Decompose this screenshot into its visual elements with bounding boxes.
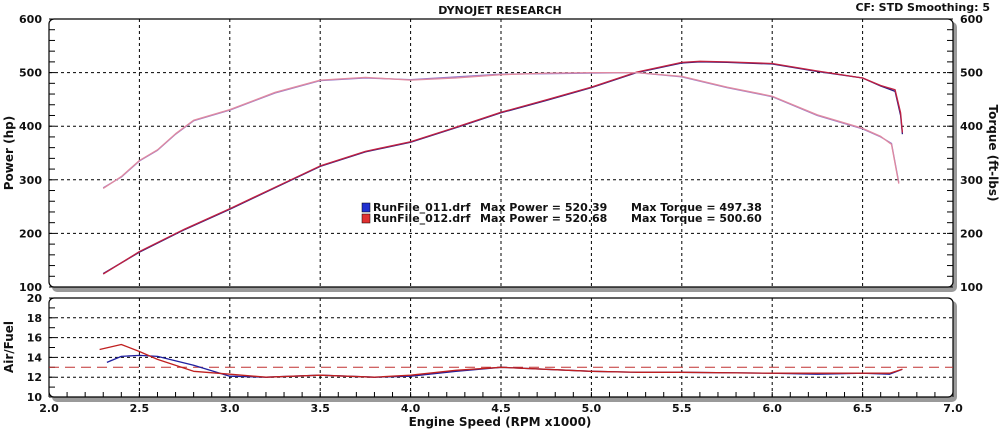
legend-power-0: Max Power = 520.39	[480, 201, 607, 214]
y2-tick-label: 500	[960, 67, 983, 80]
x-tick-label: 3.0	[220, 402, 240, 415]
y-tick-label: 100	[19, 281, 42, 294]
series-line-0-1	[102, 60, 904, 275]
x-tick-label: 2.5	[130, 402, 150, 415]
legend-swatch-0	[361, 202, 371, 213]
legend-torque-1: Max Torque = 500.60	[631, 212, 762, 225]
y-tick-label: 18	[27, 312, 42, 325]
y-tick-label: 200	[19, 227, 42, 240]
y-axis-label-afr: Air/Fuel	[2, 321, 16, 373]
cf-info: CF: STD Smoothing: 5	[855, 1, 990, 14]
y-tick-label: 10	[27, 391, 43, 404]
y-tick-label: 300	[19, 174, 42, 187]
x-tick-label: 6.0	[762, 402, 782, 415]
y-tick-label: 600	[19, 13, 42, 26]
x-axis-label: Engine Speed (RPM x1000)	[409, 415, 592, 429]
series-line-0-3	[102, 71, 900, 189]
legend-file-1: RunFile_012.drf	[373, 212, 471, 225]
y2-tick-label: 200	[960, 227, 983, 240]
x-tick-label: 6.5	[853, 402, 873, 415]
x-tick-label: 4.0	[401, 402, 421, 415]
legend-swatch-1	[361, 213, 371, 224]
y-tick-label: 400	[19, 120, 42, 133]
y2-tick-label: 100	[960, 281, 983, 294]
y-tick-label: 12	[27, 371, 42, 384]
chart-title: DYNOJET RESEARCH	[438, 4, 561, 17]
legend-file-0: RunFile_011.drf	[373, 201, 471, 214]
x-tick-label: 4.5	[491, 402, 511, 415]
y2-tick-label: 400	[960, 120, 983, 133]
legend-torque-0: Max Torque = 497.38	[631, 201, 762, 214]
series-line-1-0	[106, 354, 903, 378]
legend-power-1: Max Power = 520.68	[480, 212, 607, 225]
y2-tick-label: 600	[960, 13, 983, 26]
x-tick-label: 5.5	[672, 402, 692, 415]
y-axis-label-power: Power (hp)	[2, 116, 16, 190]
legend: RunFile_011.drf Max Power = 520.39 Max T…	[361, 201, 762, 225]
x-tick-label: 5.0	[582, 402, 602, 415]
y-tick-label: 20	[27, 292, 43, 305]
y2-tick-label: 300	[960, 174, 983, 187]
x-tick-label: 7.0	[943, 402, 963, 415]
y-tick-label: 500	[19, 67, 42, 80]
y-tick-label: 16	[27, 332, 43, 345]
x-tick-label: 2.0	[39, 402, 59, 415]
x-tick-label: 3.5	[310, 402, 330, 415]
y2-axis-label-torque: Torque (ft-lbs)	[986, 105, 1000, 202]
y-tick-label: 14	[27, 351, 43, 364]
series-line-1-1	[99, 343, 903, 378]
